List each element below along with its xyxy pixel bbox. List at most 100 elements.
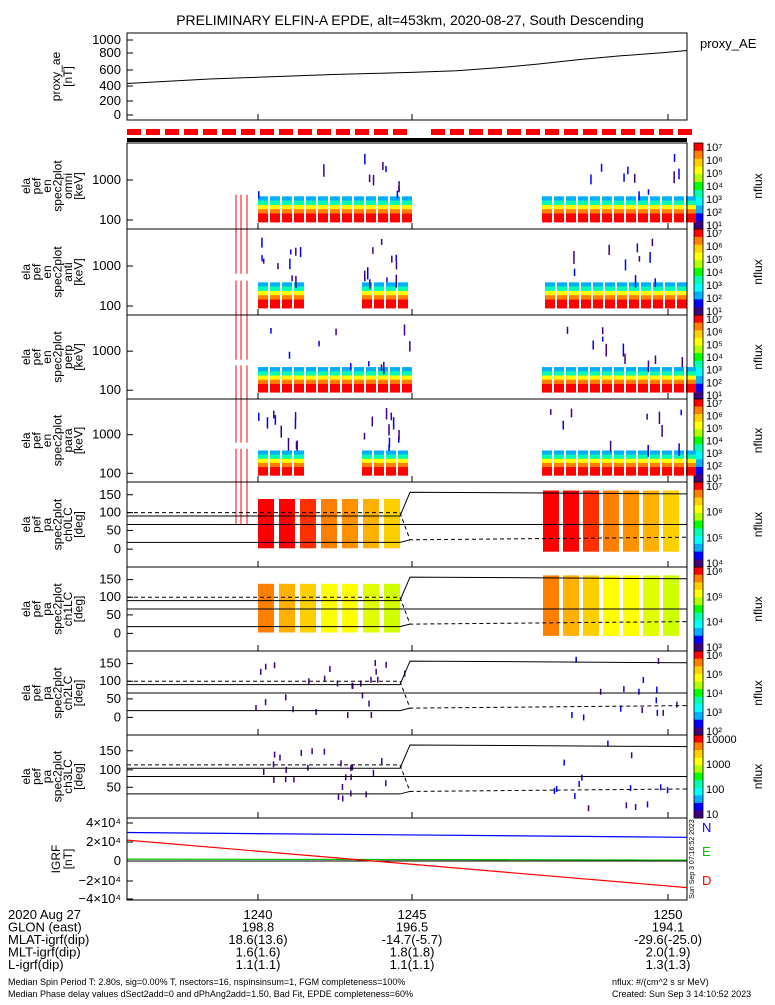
pa-dot	[264, 699, 267, 706]
spec-pixel	[545, 303, 555, 309]
spec-dot	[369, 279, 371, 289]
spec-dot	[636, 243, 639, 253]
colorbar-label: nflux	[751, 173, 765, 198]
ylabel-pa_ch1: ela	[19, 601, 33, 617]
spec-pixel	[662, 388, 672, 393]
colorbar-segment	[694, 307, 703, 316]
spec-pixel	[674, 471, 684, 476]
status-segment	[507, 129, 521, 135]
spec-pixel	[542, 196, 552, 201]
pa-dot	[279, 754, 281, 761]
status-segment	[355, 129, 369, 135]
spec-dot	[623, 173, 625, 182]
spec-dot	[280, 425, 283, 438]
spec-pixel	[686, 467, 696, 472]
spec-dot	[395, 261, 398, 270]
spec-pixel	[566, 454, 576, 460]
spec-pixel	[294, 295, 304, 300]
spec-dot	[609, 440, 612, 452]
ylabel-en_omni: omni	[61, 173, 75, 199]
spec-pixel	[294, 209, 304, 214]
ylabel-pa_ch3: pef	[30, 767, 44, 784]
colorbar-pa_ch3: 10000 1000 100 10 nflux	[693, 734, 765, 821]
spec-pixel	[362, 299, 372, 305]
colorbar-segment	[694, 497, 703, 506]
pa-line-dashed	[127, 680, 688, 709]
colorbar-segment	[694, 673, 703, 683]
spec-pixel	[626, 379, 636, 385]
spec-pixel	[638, 200, 648, 206]
colorbar-segment	[694, 802, 703, 811]
spec-pixel	[674, 371, 684, 376]
colorbar-segment	[694, 330, 703, 339]
spec-pixel	[318, 217, 328, 223]
grf-side-text: Sun Sep 3 07:16:52 2023	[689, 819, 696, 899]
ylabel-en_perp: pef	[30, 348, 44, 365]
spec-pixel	[674, 454, 684, 460]
spec-pixel	[665, 303, 675, 309]
status-segment	[279, 129, 293, 135]
spec-pixel	[306, 375, 316, 380]
spec-pixel	[653, 290, 663, 296]
pa-dot	[641, 707, 643, 714]
spec-pixel	[354, 375, 364, 380]
colorbar-tick-label: 10²	[706, 293, 722, 305]
spec-pixel	[398, 303, 408, 309]
spec-pixel	[674, 379, 684, 385]
ytick-label: 0	[114, 709, 121, 724]
spec-pixel	[614, 388, 624, 393]
spec-pixel	[662, 371, 672, 376]
spec-pixel	[270, 196, 280, 201]
spec-dot	[651, 238, 654, 247]
spec-dot	[372, 174, 375, 186]
colorbar-segment	[694, 236, 703, 246]
spec-pixel	[674, 388, 684, 393]
spec-pixel	[578, 209, 588, 214]
spec-pixel	[626, 383, 636, 389]
footer-value: 1.6(1.6)	[236, 945, 281, 960]
colorbar-segment	[694, 166, 703, 175]
spec-pixel	[386, 462, 396, 468]
status-segment	[450, 129, 464, 135]
spec-pixel	[566, 458, 576, 464]
spec-pixel	[342, 379, 352, 385]
colorbar-segment	[694, 244, 703, 253]
spec-pixel	[294, 379, 304, 385]
spec-pixel	[578, 213, 588, 219]
spec-pixel	[294, 467, 304, 472]
ytick-label: 150	[99, 572, 121, 587]
spec-pixel	[362, 303, 372, 309]
spec-pixel	[330, 383, 340, 389]
spec-pixel	[402, 213, 412, 219]
spec-pixel	[258, 454, 268, 460]
spec-pixel	[270, 371, 280, 376]
spec-pixel	[590, 462, 600, 468]
spec-pixel	[342, 371, 352, 376]
colorbar-segment	[694, 205, 703, 214]
spec-pixel	[398, 471, 408, 476]
spec-dot	[323, 164, 325, 177]
spec-pixel	[282, 196, 292, 201]
spec-pixel	[566, 462, 576, 468]
spec-pixel	[542, 200, 552, 206]
spec-pixel	[578, 196, 588, 201]
spec-pixel	[614, 204, 624, 210]
spec-pixel	[402, 367, 412, 372]
spec-pixel	[542, 471, 552, 476]
spec-pixel	[641, 290, 651, 296]
ytick-label: 100	[99, 212, 121, 227]
colorbar-segment	[694, 574, 703, 583]
ytick-label: 150	[99, 487, 121, 502]
pa-dot	[656, 686, 658, 693]
spec-pixel	[366, 204, 376, 210]
pa-dot	[374, 660, 377, 667]
spec-dot	[289, 249, 292, 255]
spec-pixel	[374, 467, 384, 472]
spec-pixel	[554, 388, 564, 393]
ylabel-en_omni: spec2plot	[51, 160, 65, 212]
pa-pixel	[583, 575, 599, 636]
ylabel-pa_ch0: ch0LC	[61, 507, 75, 542]
spec-pixel	[545, 295, 555, 300]
footer-value: -29.6(-25.0)	[634, 932, 702, 947]
